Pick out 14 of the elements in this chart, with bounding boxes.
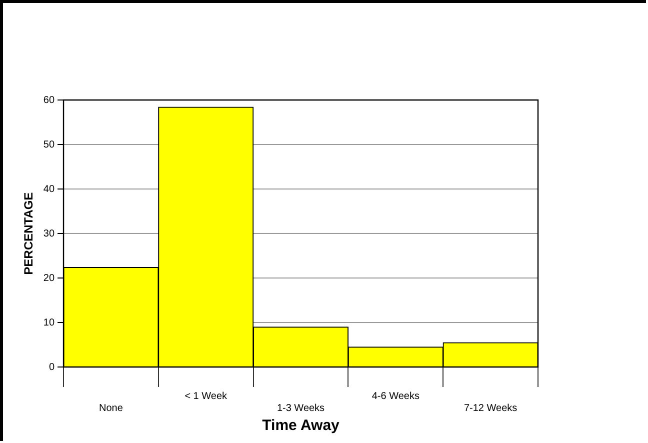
x-tick-label: < 1 Week: [184, 390, 228, 402]
x-axis-title: Time Away: [262, 417, 340, 434]
x-tick-label: 4-6 Weeks: [372, 390, 420, 402]
y-axis-title: PERCENTAGE: [22, 192, 36, 275]
x-tick-label: 1-3 Weeks: [276, 402, 325, 414]
x-tick-label: None: [99, 402, 124, 414]
y-tick-label: 60: [43, 94, 55, 106]
y-tick-label: 0: [48, 362, 55, 373]
y-tick-label: 50: [43, 139, 55, 150]
y-tick-label: 40: [43, 184, 55, 195]
y-tick-label: 20: [43, 272, 55, 284]
y-tick-label: 30: [43, 228, 55, 240]
y-tick-label: 10: [43, 317, 55, 328]
x-tick-label: 7-12 Weeks: [464, 402, 518, 414]
